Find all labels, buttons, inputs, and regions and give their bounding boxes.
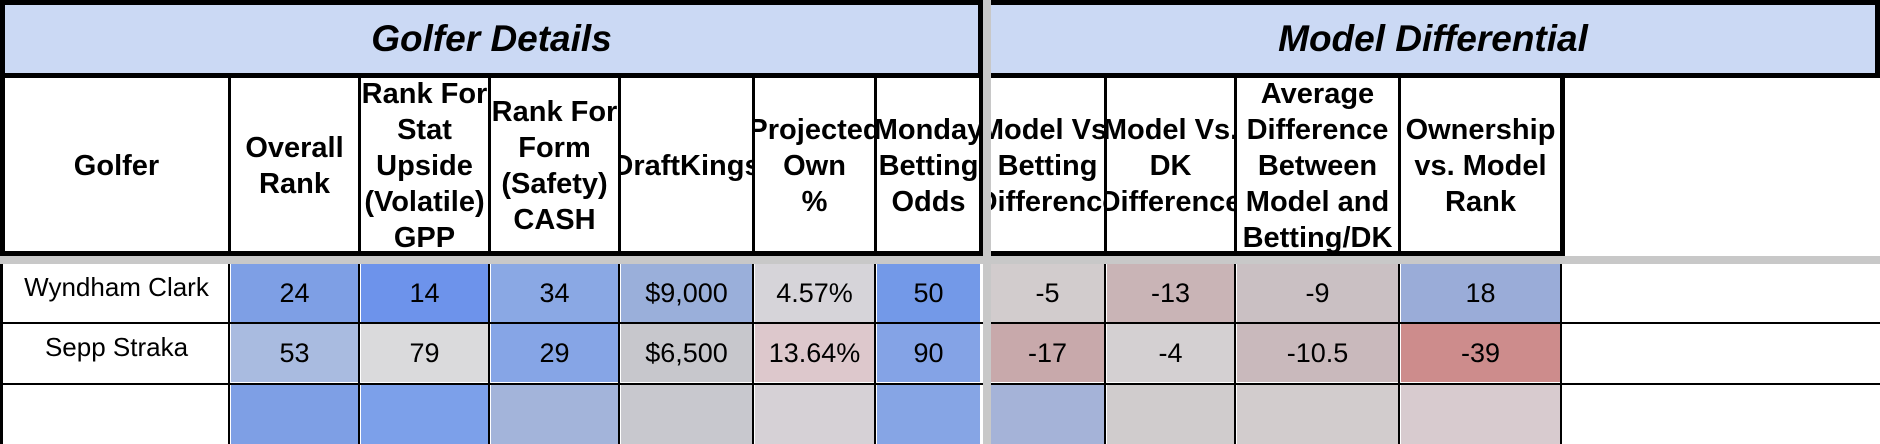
cell-ownership-vs-model: -39 — [1401, 324, 1560, 382]
cell-draftkings: $6,500 — [621, 324, 752, 382]
cell-model-vs-dk: -13 — [1107, 264, 1234, 322]
header-draftkings: DraftKings — [621, 149, 752, 182]
partial-row-cell — [991, 385, 1104, 444]
cell-monday-odds: 50 — [877, 264, 980, 322]
cell-model-vs-betting: -17 — [991, 324, 1104, 382]
cell-rank-stat-upside: 14 — [361, 264, 488, 322]
header-projected-own: Projected Own % — [755, 113, 874, 218]
cell-ownership-vs-model: 18 — [1401, 264, 1560, 322]
cell-overall-rank: 53 — [231, 324, 358, 382]
cell-golfer: Wyndham Clark — [5, 264, 228, 322]
partial-row-cell — [1401, 385, 1560, 444]
cell-model-vs-dk: -4 — [1107, 324, 1234, 382]
header-rank-stat-upside: Rank For Stat Upside (Volatile) GPP — [361, 78, 488, 253]
model-differential-title: Model Differential — [1278, 18, 1588, 59]
partial-row-cell — [231, 385, 358, 444]
cell-model-vs-betting: -5 — [991, 264, 1104, 322]
partial-row-cell — [1237, 385, 1398, 444]
header-model-vs-betting: Model Vs. Betting Difference — [991, 113, 1104, 218]
cell-rank-stat-upside: 79 — [361, 324, 488, 382]
cell-overall-rank: 24 — [231, 264, 358, 322]
cell-average-difference: -9 — [1237, 264, 1398, 322]
header-overall-rank: Overall Rank — [245, 131, 344, 200]
partial-row-cell — [491, 385, 618, 444]
cell-golfer: Sepp Straka — [5, 324, 228, 382]
header-monday-betting-odds: Monday Betting Odds — [877, 113, 980, 218]
model-differential-banner: Model Differential — [986, 0, 1880, 78]
cell-average-difference: -10.5 — [1237, 324, 1398, 382]
cell-rank-form: 29 — [491, 324, 618, 382]
golfer-details-banner: Golfer Details — [0, 0, 983, 78]
cell-projected-own: 4.57% — [755, 264, 874, 322]
cell-rank-form: 34 — [491, 264, 618, 322]
golfer-details-title: Golfer Details — [371, 18, 612, 59]
partial-row-cell — [361, 385, 488, 444]
header-average-difference: Average Difference Between Model and Bet… — [1242, 78, 1393, 253]
partial-row-cell — [755, 385, 874, 444]
cell-projected-own: 13.64% — [755, 324, 874, 382]
partial-row-cell — [5, 385, 228, 444]
cell-monday-odds: 90 — [877, 324, 980, 382]
header-golfer: Golfer — [73, 149, 160, 182]
partial-row-cell — [1107, 385, 1234, 444]
header-rank-form: Rank For Form (Safety) CASH — [491, 95, 618, 236]
cell-draftkings: $9,000 — [621, 264, 752, 322]
header-model-vs-dk: Model Vs. DK Difference — [1107, 113, 1234, 218]
partial-row-cell — [621, 385, 752, 444]
header-ownership-vs-model: Ownership vs. Model Rank — [1405, 113, 1556, 218]
partial-row-cell — [877, 385, 980, 444]
